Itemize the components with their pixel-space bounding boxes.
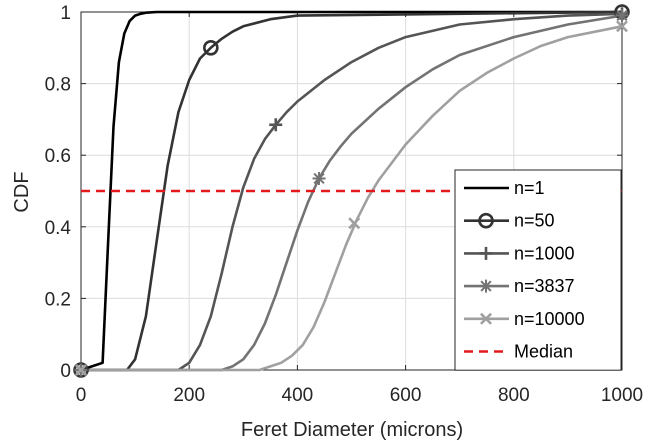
series-markers — [73, 4, 630, 378]
y-tick-label: 0.6 — [45, 146, 71, 167]
legend-marker-n-50 — [478, 212, 494, 229]
x-tick-labels: 0 200 400 600 800 1000 — [76, 385, 643, 406]
marker-n-1000 — [269, 118, 283, 132]
marker-n-10000 — [616, 20, 628, 33]
x-tick-label: 0 — [76, 385, 87, 406]
marker-n-50 — [203, 39, 219, 56]
marker-n-10000 — [348, 217, 361, 230]
y-tick-label: 1 — [60, 3, 71, 24]
marker-n-3837 — [615, 9, 629, 23]
x-tick-label: 800 — [498, 385, 530, 406]
legend-marker-n-10000 — [480, 312, 492, 325]
x-tick-label: 1000 — [601, 385, 643, 406]
x-axis-title: Feret Diameter (microns) — [241, 419, 463, 441]
legend-label-n-50: n=50 — [514, 211, 555, 231]
x-tick-label: 200 — [173, 385, 205, 406]
series-line-n-50 — [81, 10, 623, 372]
y-tick-label: 0.8 — [45, 75, 71, 96]
y-tick-labels: 0 0.2 0.4 0.6 0.8 1 — [45, 3, 72, 382]
y-tick-label: 0.2 — [45, 289, 71, 310]
legend-label-n-3837: n=3837 — [514, 276, 575, 296]
series-line-n-1 — [80, 10, 622, 372]
legend-label-n-10000: n=10000 — [514, 309, 585, 329]
marker-n-10000 — [75, 364, 87, 376]
legend: n=1 n=50 n=1000 n=3837 n=10000 Median — [454, 169, 622, 371]
marker-n-3837 — [312, 171, 326, 185]
legend-label-n-1: n=1 — [514, 178, 545, 198]
x-tick-label: 400 — [282, 385, 314, 406]
y-tick-label: 0.4 — [45, 218, 72, 239]
legend-marker-n-1000 — [479, 246, 493, 260]
legend-marker-n-3837 — [479, 279, 493, 293]
y-axis-title: CDF — [11, 171, 33, 212]
x-tick-label: 600 — [390, 385, 422, 406]
legend-label-n-1000: n=1000 — [514, 243, 575, 263]
legend-label-median: Median — [514, 342, 573, 362]
legend-box — [454, 169, 622, 371]
y-tick-label: 0 — [60, 361, 71, 382]
